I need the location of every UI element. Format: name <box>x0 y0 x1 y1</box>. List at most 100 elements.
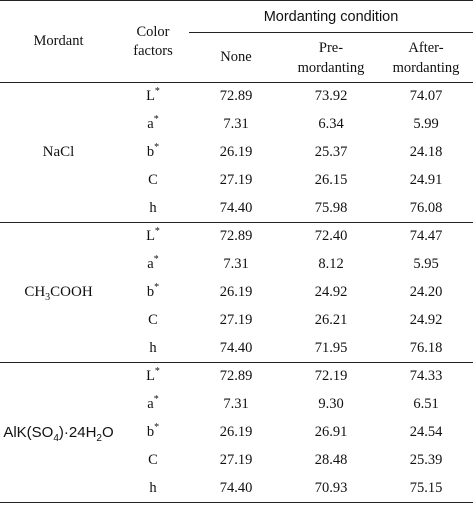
value-after: 5.99 <box>413 116 439 132</box>
table-row: h 74.40 75.98 76.08 <box>0 195 473 223</box>
value-pre: 71.95 <box>314 339 348 356</box>
value-pre: 72.40 <box>283 222 379 251</box>
header-color-factors-line2: factors <box>133 42 173 59</box>
value-after: 74.33 <box>379 362 473 391</box>
value-none: 27.19 <box>219 312 253 328</box>
value-pre: 72.19 <box>283 362 379 391</box>
value-pre: 70.93 <box>314 479 348 496</box>
value-none: 26.19 <box>219 144 253 160</box>
value-pre: 26.15 <box>314 172 348 188</box>
table-row: b* 26.19 25.37 24.18 <box>0 139 473 167</box>
table-row: AlK(SO4)·24H2O L* 72.89 72.19 74.33 <box>0 362 473 503</box>
color-factor-symbol: a <box>147 396 154 412</box>
value-after: 25.39 <box>409 452 443 468</box>
value-none: 74.40 <box>219 479 253 496</box>
value-pre: 8.12 <box>318 256 344 272</box>
mordant-name: AlK(SO4)·24H2O <box>0 362 117 503</box>
value-none: 26.19 <box>219 284 253 300</box>
table-row: C 27.19 26.15 24.91 <box>0 167 473 195</box>
color-factor: L* <box>117 83 189 111</box>
color-factor: L* <box>117 362 189 391</box>
color-factor: h <box>117 335 189 363</box>
color-factor-symbol: L <box>146 88 155 105</box>
value-after: 74.07 <box>409 88 443 105</box>
table-row: b* 26.19 24.92 24.20 <box>0 279 473 307</box>
color-factor: a* <box>117 111 189 139</box>
header-row-2: None Pre- mordanting After- mordanting <box>0 32 473 83</box>
mordant-name: CH3COOH <box>0 222 117 363</box>
value-pre: 24.92 <box>314 284 348 300</box>
value-after: 24.92 <box>409 312 443 328</box>
value-none: 74.40 <box>219 339 253 356</box>
header-none: None <box>189 32 283 83</box>
value-none: 27.19 <box>219 452 253 468</box>
value-pre: 9.30 <box>318 396 344 412</box>
formula-part: COOH <box>50 284 93 300</box>
color-factor: b* <box>117 139 189 167</box>
formula-subscript: 3 <box>45 292 51 303</box>
color-factor: a* <box>117 251 189 279</box>
color-factor-symbol: b <box>146 284 155 300</box>
header-mordant: Mordant <box>0 0 117 83</box>
color-factor-symbol: h <box>149 479 157 496</box>
color-factor-superscript: * <box>154 282 160 294</box>
value-after: 5.95 <box>413 256 439 272</box>
value-after: 6.51 <box>413 396 439 412</box>
color-factor: h <box>117 475 189 503</box>
color-factor-symbol: a <box>147 256 154 272</box>
color-factor: C <box>117 447 189 475</box>
table-row: NaCl L* 72.89 73.92 74.07 <box>0 83 473 160</box>
header-color-factors-line1: Color <box>136 23 170 40</box>
value-none: 7.31 <box>223 396 249 412</box>
formula-subscript: 2 <box>96 433 102 444</box>
color-factor-symbol: C <box>148 312 158 328</box>
formula-subscript: 4 <box>53 433 59 444</box>
value-none: 72.89 <box>219 88 253 105</box>
color-factor: b* <box>117 279 189 307</box>
value-after: 24.20 <box>409 284 443 300</box>
color-factor: b* <box>117 419 189 447</box>
header-after-line2: mordanting <box>392 59 460 76</box>
table-body: NaCl L* 72.89 73.92 74.07 a* 7.31 6.34 5.99 b* 26.… <box>0 83 473 503</box>
value-after: 24.54 <box>409 424 443 440</box>
color-factor-symbol: h <box>149 199 157 216</box>
value-none: 27.19 <box>219 172 253 188</box>
color-factor-superscript: * <box>153 394 159 406</box>
value-after: 76.18 <box>409 339 443 356</box>
color-factor: a* <box>117 391 189 419</box>
value-pre: 26.21 <box>314 312 348 328</box>
color-factor-symbol: a <box>147 116 154 132</box>
header-mordanting-condition: Mordanting condition <box>189 0 473 33</box>
table-row: h 74.40 71.95 76.18 <box>0 335 473 363</box>
value-pre: 26.91 <box>314 424 348 440</box>
value-pre: 73.92 <box>314 88 348 105</box>
header-after-mordanting: After- mordanting <box>379 32 473 83</box>
color-factor-symbol: b <box>146 144 155 160</box>
value-none: 74.40 <box>219 199 253 216</box>
value-pre: 75.98 <box>314 199 348 216</box>
table-row: CH3COOH L* 72.89 72.40 74.47 <box>0 222 473 363</box>
table-row: a* 7.31 9.30 6.51 <box>0 391 473 419</box>
color-factor-superscript: * <box>153 114 159 126</box>
table-row: a* 7.31 8.12 5.95 <box>0 251 473 279</box>
value-none: 7.31 <box>223 256 249 272</box>
color-factor-symbol: h <box>149 339 157 356</box>
color-factor: C <box>117 167 189 195</box>
value-none: 7.31 <box>223 116 249 132</box>
header-pre-line1: Pre- <box>318 39 344 56</box>
color-factor-symbol: b <box>146 424 155 440</box>
color-factor-symbol: C <box>148 172 158 188</box>
formula-part: )·24H <box>58 424 97 441</box>
color-factor-superscript: * <box>154 366 160 378</box>
table-row: C 27.19 28.48 25.39 <box>0 447 473 475</box>
value-pre: 25.37 <box>314 144 348 160</box>
table-row: C 27.19 26.21 24.92 <box>0 307 473 335</box>
value-after: 74.47 <box>379 222 473 251</box>
color-factor-symbol: L <box>146 368 155 385</box>
table-row: h 74.40 70.93 75.15 <box>0 475 473 503</box>
header-pre-line2: mordanting <box>297 59 365 76</box>
color-factor-superscript: * <box>153 254 159 266</box>
header-color-factors: Color factors <box>117 0 189 83</box>
